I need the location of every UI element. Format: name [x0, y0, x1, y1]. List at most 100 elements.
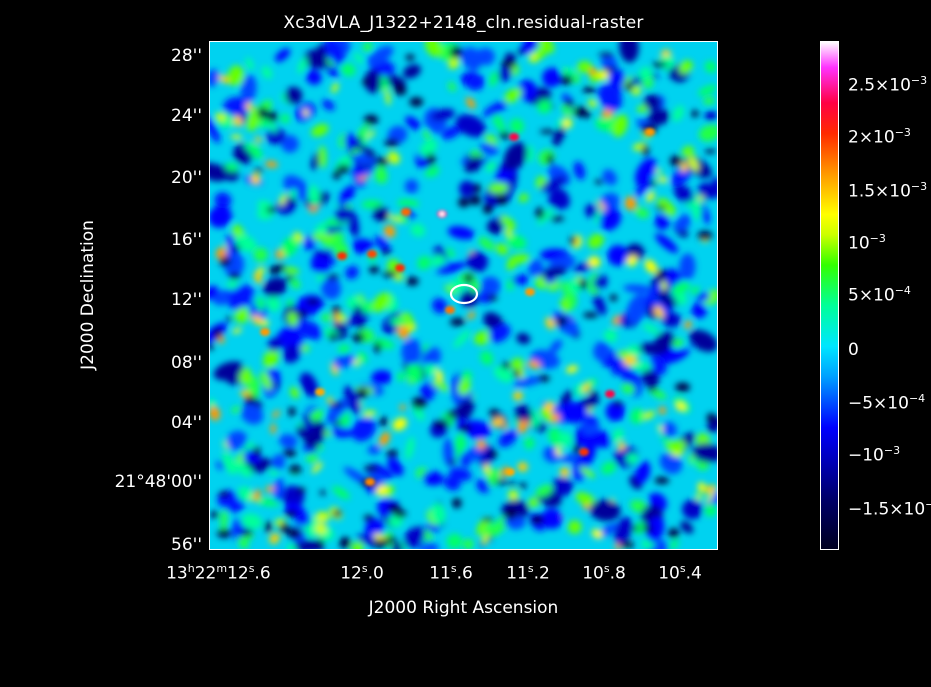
noise-blob: [595, 118, 607, 131]
noise-blob: [219, 256, 231, 267]
noise-blob: [526, 145, 534, 163]
noise-blob: [318, 145, 327, 169]
noise-blob: [405, 436, 415, 460]
noise-blob: [646, 516, 665, 543]
noise-blob: [449, 317, 466, 327]
noise-blob: [448, 459, 457, 465]
noise-blob: [286, 299, 295, 307]
noise-blob: [654, 305, 665, 319]
noise-blob: [397, 199, 420, 208]
noise-blob: [265, 161, 278, 168]
noise-blob: [378, 432, 391, 447]
raster-svg: [210, 42, 717, 549]
noise-blob: [218, 491, 230, 498]
noise-blob: [287, 527, 302, 539]
noise-blob: [332, 509, 342, 518]
noise-blob: [406, 363, 423, 383]
noise-blob: [483, 100, 508, 117]
noise-blob: [654, 476, 670, 485]
noise-blob: [266, 111, 278, 123]
noise-peak: [439, 211, 445, 217]
noise-blob: [461, 420, 492, 439]
noise-blob: [441, 125, 463, 140]
noise-blob: [240, 403, 264, 425]
noise-blob: [257, 119, 267, 128]
noise-blob: [351, 417, 376, 442]
colorbar-tick-label: 0: [848, 340, 859, 360]
noise-blob: [307, 185, 320, 206]
noise-blob: [655, 205, 667, 210]
noise-blob: [386, 449, 399, 458]
noise-blob: [406, 276, 419, 286]
noise-blob: [642, 525, 653, 533]
noise-blob: [293, 231, 304, 243]
noise-blob: [596, 199, 607, 212]
noise-blob: [464, 155, 483, 173]
noise-blob: [616, 350, 630, 358]
noise-blob: [430, 108, 455, 122]
noise-blob: [483, 463, 490, 475]
noise-blob: [362, 42, 373, 52]
noise-blob: [550, 477, 574, 497]
noise-blob: [480, 276, 501, 296]
noise-blob: [466, 74, 486, 91]
noise-blob: [458, 197, 470, 208]
noise-blob: [673, 185, 694, 203]
noise-blob: [356, 124, 369, 138]
noise-blob: [321, 312, 331, 323]
noise-blob: [221, 452, 238, 475]
noise-blob: [559, 389, 573, 407]
noise-blob: [333, 354, 355, 369]
noise-blob: [626, 293, 649, 324]
noise-blob: [612, 401, 623, 407]
noise-blob: [517, 49, 525, 55]
noise-blob: [397, 324, 410, 340]
noise-blob: [594, 179, 604, 184]
noise-blob: [575, 492, 597, 507]
noise-blob: [303, 108, 309, 117]
noise-blob: [480, 350, 493, 366]
noise-blob: [623, 284, 653, 294]
noise-blob: [210, 162, 228, 182]
noise-blob: [210, 69, 219, 87]
y-tick-label: 28'': [171, 46, 202, 66]
noise-blob: [410, 223, 426, 237]
noise-blob: [517, 462, 528, 472]
noise-blob: [431, 380, 450, 392]
noise-blob: [698, 124, 717, 142]
noise-blob: [695, 292, 711, 302]
noise-blob: [690, 110, 699, 118]
noise-blob: [558, 431, 573, 447]
noise-blob: [520, 42, 544, 55]
noise-blob: [332, 170, 341, 180]
noise-blob: [549, 339, 563, 354]
noise-blob: [548, 427, 563, 447]
noise-blob: [661, 421, 677, 438]
noise-blob: [516, 80, 538, 101]
noise-blob: [698, 195, 704, 202]
noise-blob: [210, 511, 219, 519]
noise-blob: [671, 162, 694, 187]
noise-blob: [457, 379, 471, 396]
noise-blob: [340, 63, 356, 77]
noise-blob: [285, 275, 294, 281]
noise-blob: [486, 468, 499, 488]
noise-blob: [367, 152, 377, 158]
noise-blob: [449, 467, 472, 482]
x-axis-label: J2000 Right Ascension: [368, 598, 559, 618]
noise-blob: [387, 503, 401, 514]
noise-blob: [364, 69, 382, 94]
noise-blob: [558, 401, 589, 424]
noise-blob: [317, 538, 324, 549]
noise-blob: [265, 485, 275, 493]
noise-blob: [545, 317, 556, 330]
noise-blob: [263, 277, 288, 297]
noise-blob: [232, 328, 242, 334]
noise-blob: [540, 176, 567, 193]
noise-blob: [431, 298, 448, 314]
noise-blob: [297, 57, 308, 74]
noise-blob: [643, 94, 661, 111]
noise-blob: [466, 251, 489, 273]
noise-blob: [689, 329, 717, 352]
noise-blob: [363, 114, 379, 125]
